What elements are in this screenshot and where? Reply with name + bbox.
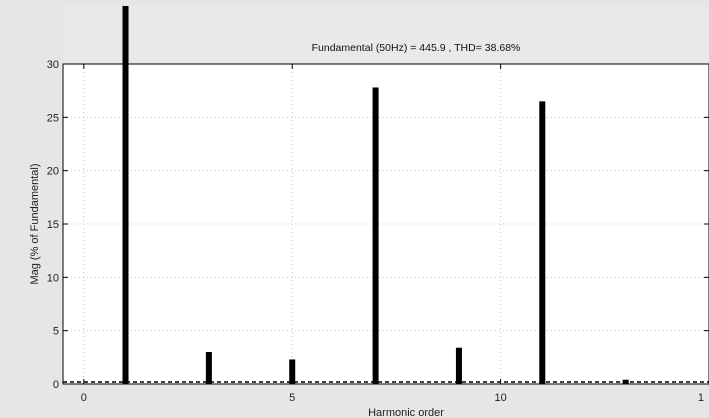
bar-series <box>122 6 629 384</box>
x-tick-label: 0 <box>81 392 87 404</box>
bar-harmonic-1 <box>122 6 129 384</box>
bar-harmonic-13 <box>622 379 629 384</box>
y-tick-label: 0 <box>53 379 59 391</box>
y-tick-label: 20 <box>47 166 59 178</box>
plot-area <box>63 6 709 384</box>
y-tick-label: 5 <box>53 326 59 338</box>
title-band <box>63 6 709 64</box>
y-tick-label: 25 <box>47 112 59 124</box>
x-axis-ticks: 0 5 10 1 <box>81 64 709 404</box>
bar-harmonic-11 <box>539 101 546 384</box>
chart-title: Fundamental (50Hz) = 445.9 , THD= 38.68% <box>312 42 521 54</box>
x-axis-title: Harmonic order <box>368 407 444 418</box>
title-band-fill <box>63 6 709 64</box>
y-axis-title: Mag (% of Fundamental) <box>29 163 41 284</box>
grid-lines <box>63 63 709 384</box>
y-axis-ticks: 0 5 10 15 20 25 30 <box>47 59 709 391</box>
x-tick-label: 1 <box>698 392 704 404</box>
x-tick-label: 10 <box>494 392 506 404</box>
bar-harmonic-9 <box>455 347 462 384</box>
bar-harmonic-5 <box>289 359 296 384</box>
bar-harmonic-3 <box>205 352 212 384</box>
y-tick-label: 15 <box>47 219 59 231</box>
y-tick-label: 30 <box>47 59 59 71</box>
bar-harmonic-7 <box>372 87 379 384</box>
y-tick-label: 10 <box>47 272 59 284</box>
x-tick-label: 5 <box>289 392 295 404</box>
